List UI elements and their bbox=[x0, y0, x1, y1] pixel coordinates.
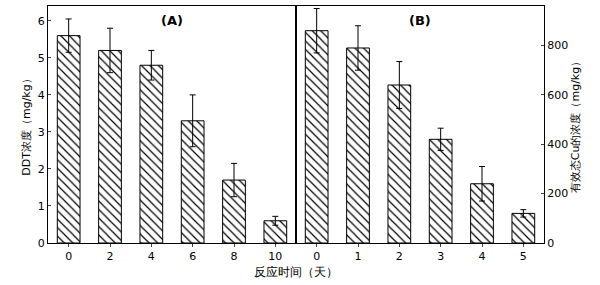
svg-text:1: 1 bbox=[38, 200, 45, 213]
svg-text:3: 3 bbox=[38, 126, 45, 139]
svg-text:5: 5 bbox=[38, 52, 45, 65]
svg-text:4: 4 bbox=[479, 250, 486, 263]
svg-text:3: 3 bbox=[437, 250, 444, 263]
svg-text:0: 0 bbox=[313, 250, 320, 263]
svg-text:(B): (B) bbox=[409, 13, 431, 28]
svg-text:6: 6 bbox=[38, 15, 45, 28]
svg-text:0: 0 bbox=[547, 237, 554, 250]
svg-text:600: 600 bbox=[547, 89, 568, 102]
svg-text:反应时间（天）: 反应时间（天） bbox=[254, 265, 338, 279]
svg-text:4: 4 bbox=[148, 250, 155, 263]
svg-text:2: 2 bbox=[38, 163, 45, 176]
svg-text:DDT浓度（mg/kg）: DDT浓度（mg/kg） bbox=[20, 73, 33, 175]
svg-text:0: 0 bbox=[38, 237, 45, 250]
svg-text:5: 5 bbox=[520, 250, 527, 263]
svg-text:4: 4 bbox=[38, 89, 45, 102]
svg-text:200: 200 bbox=[547, 187, 568, 200]
svg-text:10: 10 bbox=[268, 250, 282, 263]
svg-text:(A): (A) bbox=[161, 13, 183, 28]
svg-text:0: 0 bbox=[65, 250, 72, 263]
svg-text:2: 2 bbox=[107, 250, 114, 263]
svg-text:2: 2 bbox=[396, 250, 403, 263]
svg-text:有效态Cu的浓度（mg/kg）: 有效态Cu的浓度（mg/kg） bbox=[569, 56, 582, 193]
svg-text:6: 6 bbox=[189, 250, 196, 263]
svg-text:800: 800 bbox=[547, 39, 568, 52]
svg-text:400: 400 bbox=[547, 138, 568, 151]
svg-text:8: 8 bbox=[231, 250, 238, 263]
svg-text:1: 1 bbox=[355, 250, 362, 263]
